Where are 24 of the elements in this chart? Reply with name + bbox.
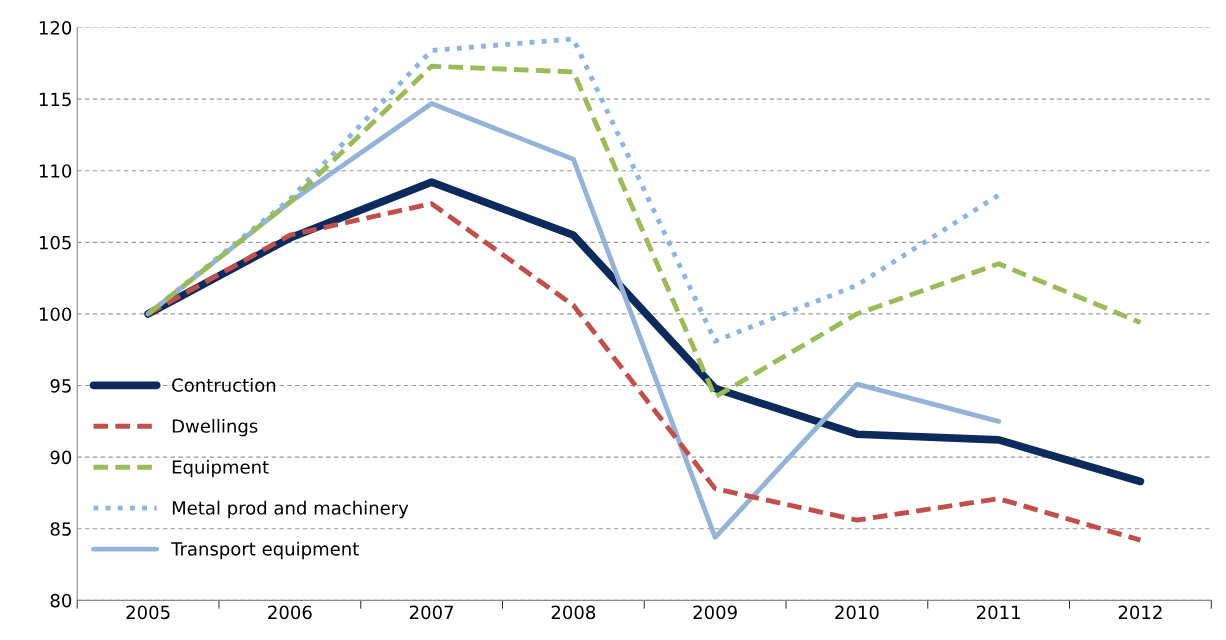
x-tick-label: 2012 bbox=[1118, 605, 1162, 620]
y-tick-label: 100 bbox=[39, 307, 72, 322]
line-series bbox=[145, 201, 1143, 543]
legend-label: Equipment bbox=[172, 459, 269, 478]
legend-label: Dwellings bbox=[172, 418, 258, 437]
x-tick-label: 2008 bbox=[551, 605, 596, 620]
legend-label: Metal prod and machinery bbox=[172, 500, 409, 519]
y-tick-label: 110 bbox=[39, 164, 72, 178]
y-tick-label: 105 bbox=[39, 235, 71, 250]
x-tick-label: 2009 bbox=[693, 605, 737, 620]
legend-label: Transport equipment bbox=[171, 541, 359, 560]
x-tick-label: 2005 bbox=[126, 605, 170, 620]
y-tick-label: 90 bbox=[50, 450, 72, 465]
x-tick-label: 2011 bbox=[977, 605, 1020, 620]
line-series bbox=[145, 63, 1143, 400]
y-tick-label: 95 bbox=[50, 378, 71, 393]
x-tick-label: 2007 bbox=[409, 605, 454, 620]
x-tick-label: 2010 bbox=[835, 605, 879, 620]
y-tick-label: 80 bbox=[50, 593, 72, 608]
y-tick-label: 120 bbox=[39, 20, 72, 35]
y-tick-label: 85 bbox=[50, 522, 71, 536]
legend-label: Contruction bbox=[172, 377, 276, 392]
y-tick-label: 115 bbox=[39, 92, 71, 107]
x-tick-label: 2006 bbox=[268, 605, 312, 620]
